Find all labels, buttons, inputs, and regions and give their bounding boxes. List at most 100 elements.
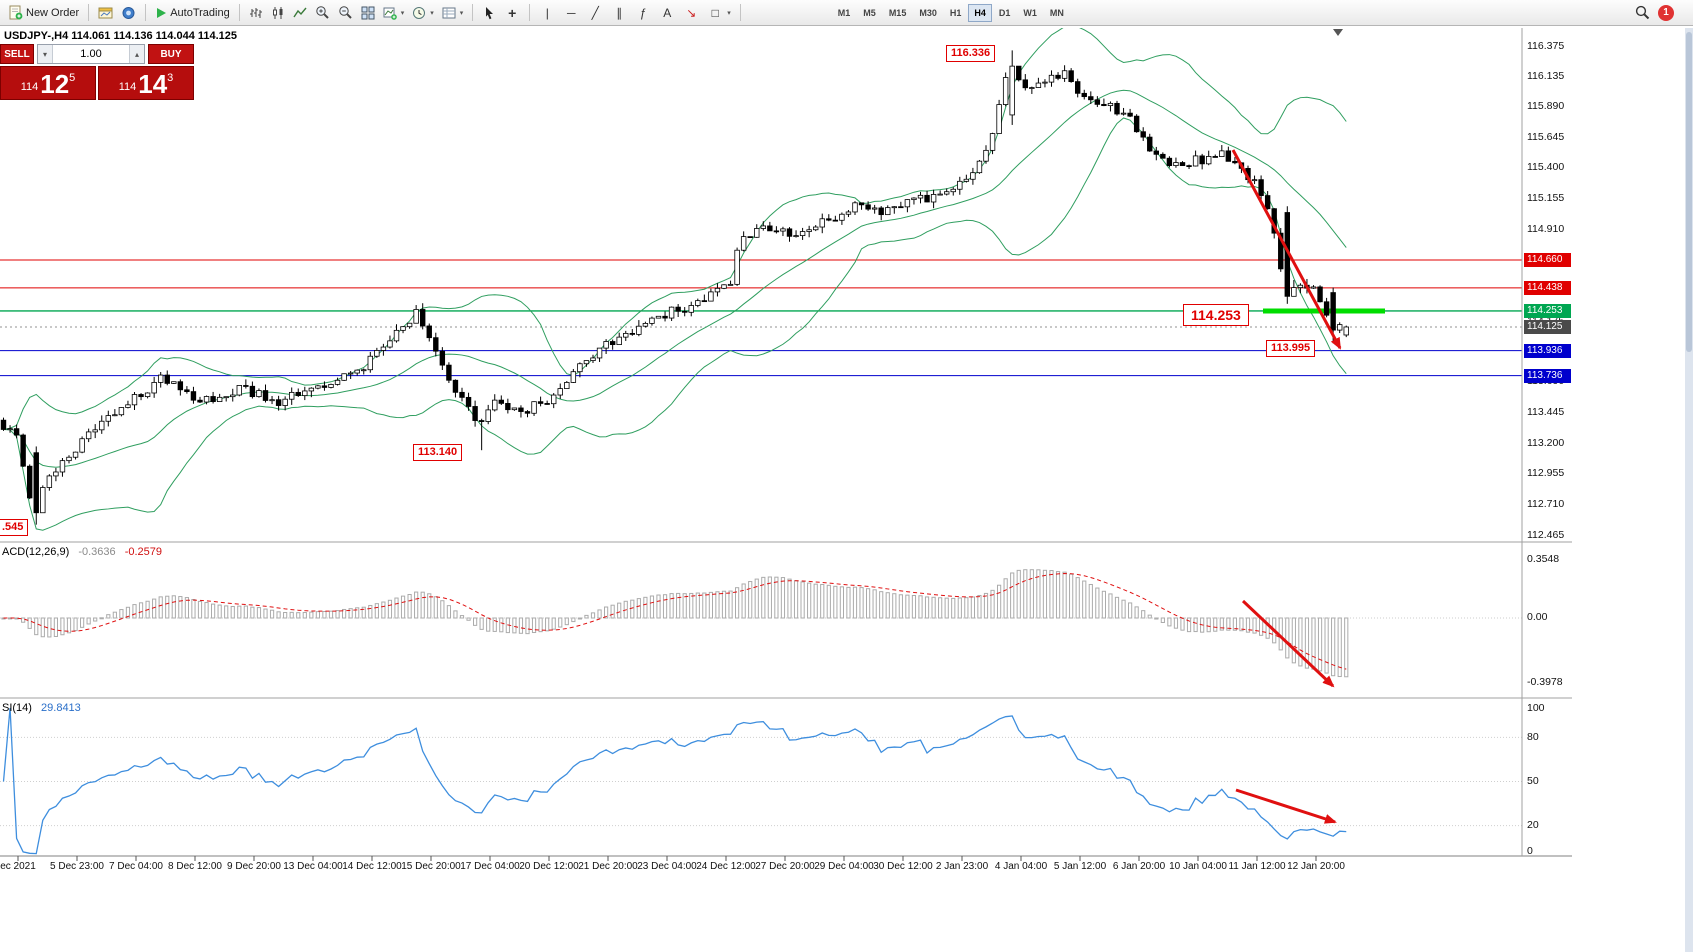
profiles-icon bbox=[122, 6, 135, 19]
period-dropdown[interactable]: ▾ bbox=[409, 3, 437, 23]
candlestick-mode-button[interactable] bbox=[268, 3, 288, 23]
price-annotation[interactable]: 116.336 bbox=[946, 45, 996, 62]
rsi-line bbox=[2, 707, 1347, 855]
price-tag: 113.936 bbox=[1524, 343, 1571, 358]
trendline-tool-button[interactable]: ╱ bbox=[584, 3, 606, 23]
price-axis-label: 116.135 bbox=[1527, 69, 1565, 82]
new-chart-dropdown[interactable]: ▾ bbox=[380, 3, 408, 23]
sell-button[interactable]: SELL bbox=[0, 44, 34, 64]
price-annotation[interactable]: 113.995 bbox=[1266, 340, 1316, 357]
timeframe-button-m5[interactable]: M5 bbox=[863, 7, 876, 18]
price-axis-label: 116.375 bbox=[1527, 39, 1565, 52]
macd-scale-label: -0.3978 bbox=[1527, 676, 1563, 688]
buy-button[interactable]: BUY bbox=[148, 44, 194, 64]
timeframe-button-mn[interactable]: MN bbox=[1049, 7, 1064, 18]
lot-decrease-button[interactable]: ▾ bbox=[38, 45, 53, 63]
horizontal-line-tool-button[interactable]: ─ bbox=[560, 3, 582, 23]
crosshair-icon: + bbox=[508, 4, 517, 21]
search-icon[interactable] bbox=[1635, 5, 1650, 20]
buy-price-display[interactable]: 114 14 3 bbox=[98, 66, 194, 100]
macd-layer bbox=[0, 569, 1522, 678]
macd-scale-label: 0.3548 bbox=[1527, 553, 1560, 565]
lot-size-value[interactable]: 1.00 bbox=[80, 48, 102, 60]
timeframe-button-d1[interactable]: D1 bbox=[998, 7, 1011, 18]
arrow-objects-button[interactable]: ↘ bbox=[680, 3, 702, 23]
rsi-layer bbox=[0, 707, 1522, 855]
macd-signal-value: -0.2579 bbox=[124, 546, 163, 558]
timeframe-toolbar: M1 M5 M15 M30 H1 H4 D1 W1 MN bbox=[832, 3, 1070, 22]
price-axis-label: 115.890 bbox=[1527, 100, 1565, 113]
notification-badge[interactable]: 1 bbox=[1658, 4, 1674, 21]
zoom-out-icon bbox=[339, 6, 352, 19]
main-toolbar: New Order AutoTrading bbox=[0, 0, 1693, 26]
macd-main-value: -0.3636 bbox=[78, 546, 116, 558]
zoom-out-button[interactable] bbox=[335, 3, 356, 23]
fibonacci-tool-button[interactable]: ƒ bbox=[632, 3, 654, 23]
autotrading-button[interactable]: AutoTrading bbox=[152, 3, 233, 23]
time-axis-label: 5 Dec 23:00 bbox=[50, 861, 104, 872]
timeframe-button-h4[interactable]: H4 bbox=[968, 3, 992, 22]
sell-price-display[interactable]: 114 12 5 bbox=[0, 66, 96, 100]
time-axis-label: 14 Dec 12:00 bbox=[342, 861, 402, 872]
time-axis-label: 10 Jan 04:00 bbox=[1169, 861, 1227, 872]
vertical-scrollbar[interactable] bbox=[1685, 28, 1693, 952]
lot-increase-button[interactable]: ▴ bbox=[129, 45, 144, 63]
time-axis-label: 27 Dec 20:00 bbox=[755, 861, 815, 872]
line-chart-mode-button[interactable] bbox=[290, 3, 310, 23]
price-axis-label: 115.645 bbox=[1527, 130, 1565, 143]
price-axis-label: 115.400 bbox=[1527, 161, 1565, 174]
trendline-icon: ╱ bbox=[591, 5, 599, 20]
buy-price-prefix: 114 bbox=[118, 81, 137, 93]
timeframe-button-w1[interactable]: W1 bbox=[1023, 7, 1037, 18]
lot-size-control[interactable]: ▾ 1.00 ▴ bbox=[37, 44, 145, 64]
new-order-icon bbox=[9, 5, 23, 20]
cursor-tool-button[interactable] bbox=[479, 3, 499, 23]
toolbar-separator bbox=[739, 4, 741, 21]
time-axis-label: 24 Dec 12:00 bbox=[696, 861, 756, 872]
price-axis-label: 112.465 bbox=[1527, 528, 1565, 541]
trend-arrow bbox=[1235, 788, 1337, 824]
shapes-dropdown[interactable]: □ ▾ bbox=[704, 3, 734, 23]
chart-shift-marker[interactable] bbox=[1333, 29, 1343, 36]
scrollbar-thumb[interactable] bbox=[1686, 32, 1692, 352]
crosshair-tool-button[interactable]: + bbox=[501, 3, 523, 23]
price-tag: 114.125 bbox=[1524, 319, 1571, 334]
text-tool-button[interactable]: A bbox=[656, 3, 678, 23]
price-annotation[interactable]: .545 bbox=[0, 519, 29, 536]
time-axis-label: 15 Dec 20:00 bbox=[401, 861, 461, 872]
time-axis-label: 4 Jan 04:00 bbox=[994, 861, 1048, 872]
template-icon bbox=[442, 7, 456, 18]
timeframe-button-h1[interactable]: H1 bbox=[949, 7, 962, 18]
new-order-button[interactable]: New Order bbox=[5, 3, 82, 23]
channel-tool-button[interactable]: ∥ bbox=[608, 3, 630, 23]
time-axis-label: 7 Dec 04:00 bbox=[109, 861, 163, 872]
timeframe-button-m30[interactable]: M30 bbox=[919, 7, 937, 18]
zoom-in-button[interactable] bbox=[312, 3, 333, 23]
template-dropdown[interactable]: ▾ bbox=[439, 3, 467, 23]
toolbar-separator bbox=[472, 4, 474, 21]
dropdown-arrow-icon: ▾ bbox=[727, 9, 731, 17]
candlesticks bbox=[0, 50, 1349, 525]
rsi-scale-label: 80 bbox=[1527, 731, 1539, 743]
bar-chart-icon bbox=[249, 7, 262, 18]
timeframe-button-m1[interactable]: M1 bbox=[837, 7, 851, 18]
price-annotation[interactable]: 113.140 bbox=[413, 444, 463, 461]
bar-chart-mode-button[interactable] bbox=[246, 3, 266, 23]
time-axis-label: 20 Dec 12:00 bbox=[519, 861, 579, 872]
price-tag: 114.660 bbox=[1524, 253, 1571, 268]
time-axis-label: 30 Dec 12:00 bbox=[873, 861, 933, 872]
time-axis-label: 5 Jan 12:00 bbox=[1053, 861, 1107, 872]
tile-windows-button[interactable] bbox=[358, 3, 378, 23]
time-axis-label: 13 Dec 04:00 bbox=[283, 861, 343, 872]
time-axis-label: 12 Jan 20:00 bbox=[1287, 861, 1345, 872]
charts-button[interactable] bbox=[95, 3, 116, 23]
vertical-line-tool-button[interactable]: | bbox=[536, 3, 558, 23]
profiles-button[interactable] bbox=[118, 3, 139, 23]
price-tag: 114.438 bbox=[1524, 280, 1571, 295]
price-axis-label: 114.910 bbox=[1527, 222, 1565, 235]
timeframe-button-m15[interactable]: M15 bbox=[888, 7, 907, 18]
toolbar-separator bbox=[88, 4, 90, 21]
price-annotation[interactable]: 114.253 bbox=[1183, 304, 1249, 326]
arrow-object-icon: ↘ bbox=[686, 5, 697, 20]
